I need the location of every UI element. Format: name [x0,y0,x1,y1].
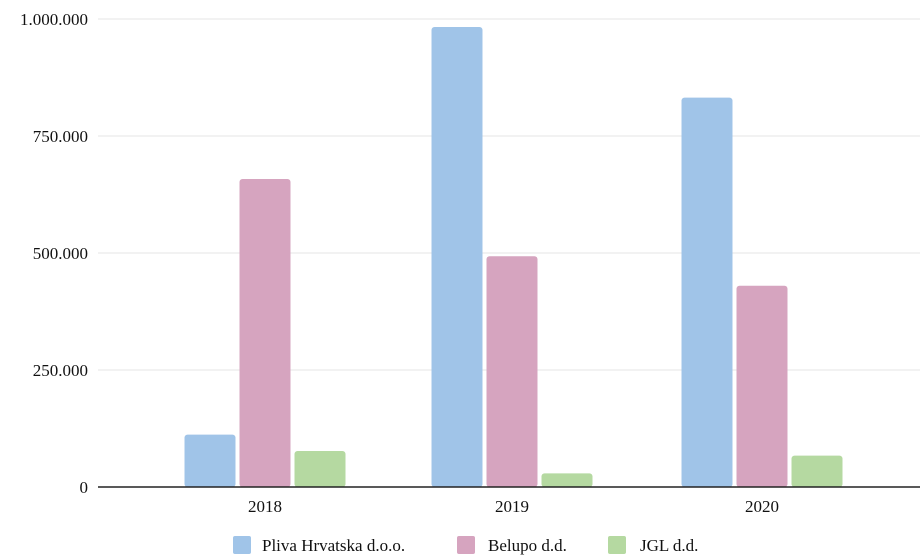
legend-label: JGL d.d. [640,536,698,555]
bar-pliva-2019 [431,26,483,488]
legend-swatch [608,536,626,554]
y-tick-label: 0 [80,478,89,497]
y-tick-label: 250.000 [33,361,88,380]
legend-label: Belupo d.d. [488,536,567,555]
bar-belupo-2020 [736,285,788,487]
axes: 0 250.000 500.000 750.000 1.000.000 2018 2019 2… [20,10,920,516]
bar-jgl-2020 [791,455,843,487]
bars [184,26,843,488]
x-tick-label: 2019 [495,497,529,516]
y-tick-label: 500.000 [33,244,88,263]
y-tick-label: 1.000.000 [20,10,88,29]
legend-swatch [457,536,475,554]
legend-swatch [233,536,251,554]
bar-pliva-2018 [184,434,236,487]
x-tick-label: 2018 [248,497,282,516]
y-tick-label: 750.000 [33,127,88,146]
bar-belupo-2018 [239,179,291,487]
legend-label: Pliva Hrvatska d.o.o. [262,536,405,555]
legend: Pliva Hrvatska d.o.o. Belupo d.d. JGL d.d. [233,536,698,555]
bar-belupo-2019 [486,256,538,487]
x-tick-label: 2020 [745,497,779,516]
bar-jgl-2018 [294,450,346,487]
bar-jgl-2019 [541,473,593,487]
bar-pliva-2020 [681,97,733,488]
